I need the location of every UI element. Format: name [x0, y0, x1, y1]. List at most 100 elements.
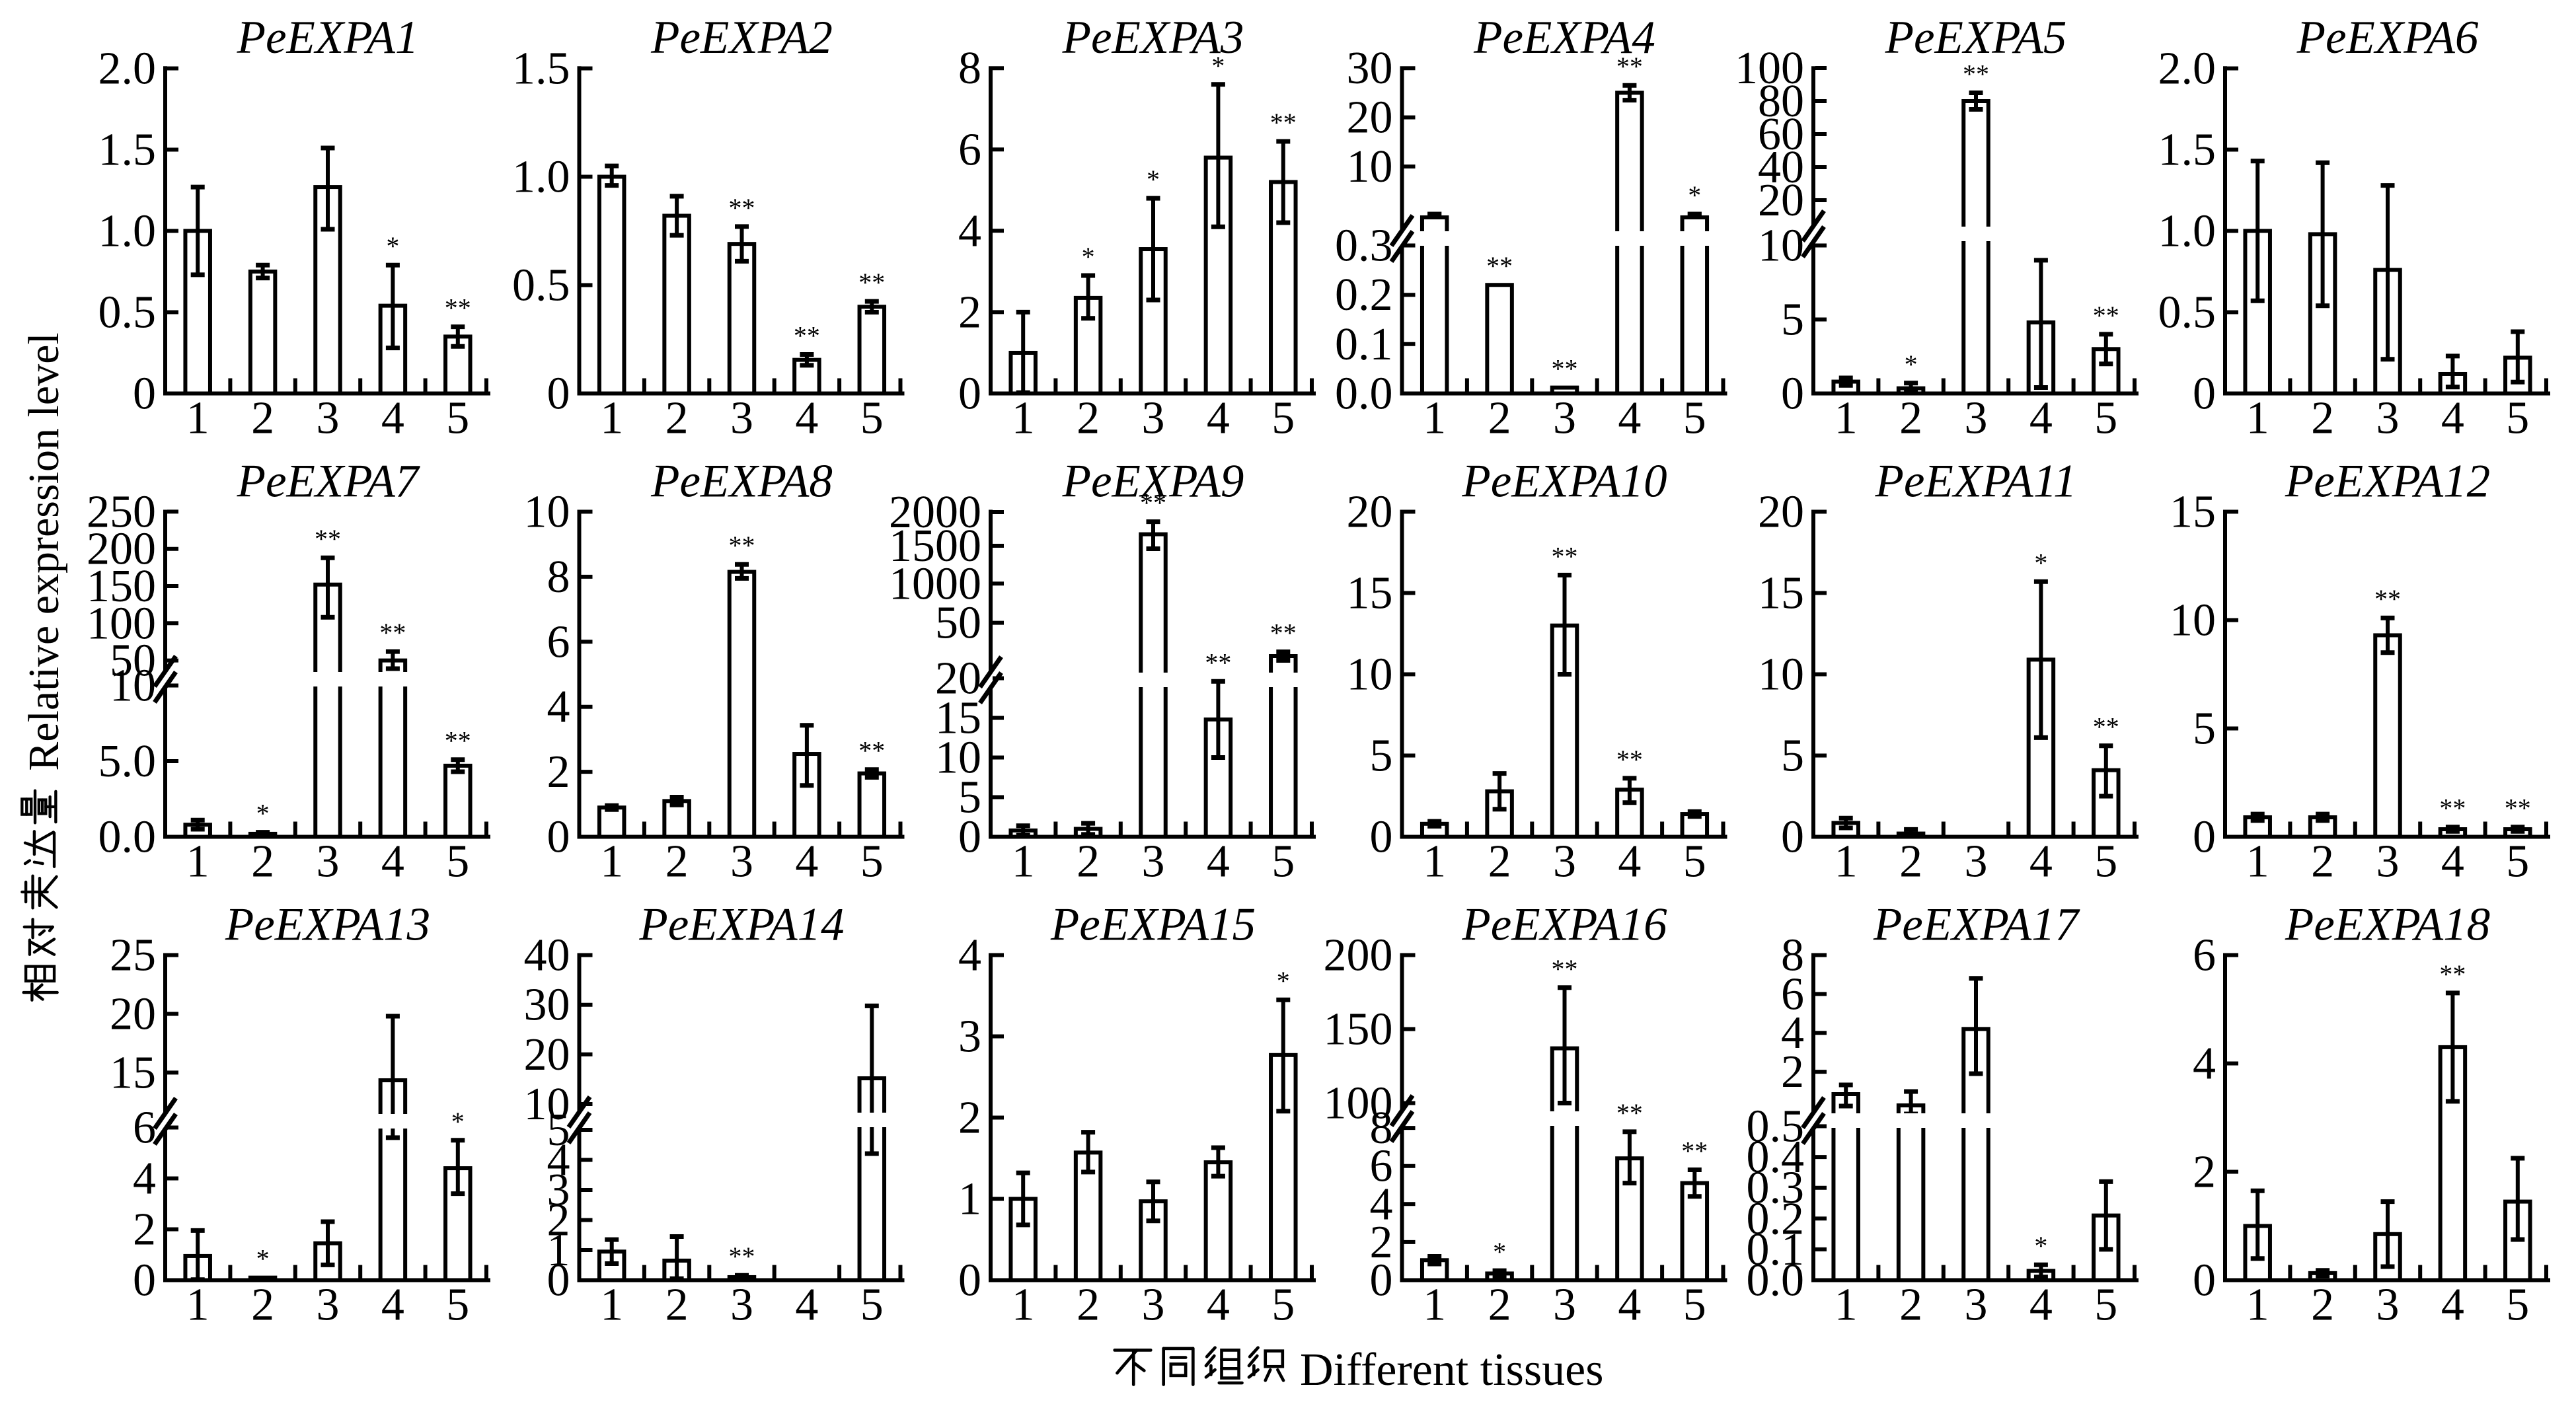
svg-text:3: 3	[317, 836, 340, 887]
svg-text:1.5: 1.5	[2158, 125, 2216, 176]
svg-text:3: 3	[2376, 836, 2400, 887]
svg-text:5: 5	[446, 1280, 469, 1331]
svg-text:2: 2	[2311, 836, 2334, 887]
svg-text:1: 1	[547, 1225, 570, 1276]
svg-text:20: 20	[1347, 487, 1393, 538]
svg-text:3: 3	[730, 1280, 753, 1331]
svg-text:1: 1	[1423, 1280, 1446, 1331]
svg-text:30: 30	[1347, 43, 1393, 94]
svg-text:0: 0	[958, 1255, 981, 1306]
svg-text:4: 4	[2441, 393, 2464, 444]
svg-text:0: 0	[2193, 812, 2216, 863]
svg-text:**: **	[729, 531, 755, 560]
svg-text:2: 2	[1488, 393, 1511, 444]
svg-text:20: 20	[1347, 93, 1393, 143]
svg-text:4: 4	[1207, 836, 1230, 887]
svg-text:**: **	[1205, 648, 1231, 677]
svg-text:5: 5	[1683, 1280, 1706, 1331]
svg-text:PeEXPA3: PeEXPA3	[1062, 12, 1244, 63]
svg-text:PeEXPA10: PeEXPA10	[1461, 456, 1667, 507]
svg-text:4: 4	[1207, 393, 1230, 444]
svg-text:*: *	[2034, 1231, 2047, 1261]
svg-text:PeEXPA15: PeEXPA15	[1050, 899, 1256, 951]
svg-text:5: 5	[1271, 1280, 1295, 1331]
svg-text:0.3: 0.3	[1335, 221, 1393, 272]
svg-text:0.1: 0.1	[1335, 319, 1393, 370]
svg-text:0: 0	[133, 1255, 156, 1306]
svg-text:5: 5	[860, 1280, 884, 1331]
svg-text:5: 5	[1683, 393, 1706, 444]
svg-text:**: **	[1552, 541, 1578, 571]
svg-text:1: 1	[1423, 393, 1446, 444]
svg-text:10: 10	[2170, 595, 2216, 646]
svg-text:**: **	[2093, 301, 2119, 330]
svg-text:1: 1	[1012, 393, 1035, 444]
svg-text:**: **	[2374, 584, 2401, 614]
svg-text:1: 1	[958, 1174, 981, 1225]
svg-text:*: *	[451, 1107, 465, 1136]
svg-text:15: 15	[2170, 487, 2216, 538]
svg-text:PeEXPA9: PeEXPA9	[1062, 456, 1244, 507]
svg-text:1: 1	[2246, 836, 2269, 887]
svg-text:10: 10	[1758, 221, 1804, 272]
svg-text:0.5: 0.5	[98, 287, 157, 338]
svg-text:8: 8	[1781, 930, 1804, 981]
svg-text:3: 3	[730, 393, 753, 444]
svg-text:**: **	[1616, 1098, 1643, 1128]
svg-text:2: 2	[1077, 1280, 1100, 1331]
svg-text:2: 2	[958, 1093, 981, 1144]
svg-text:1: 1	[600, 836, 623, 887]
svg-text:**: **	[445, 726, 471, 756]
svg-text:2: 2	[665, 836, 689, 887]
svg-text:5: 5	[2506, 393, 2529, 444]
svg-text:*: *	[1211, 51, 1225, 81]
svg-text:0: 0	[1781, 812, 1804, 863]
svg-text:**: **	[2439, 959, 2466, 989]
svg-text:PeEXPA11: PeEXPA11	[1875, 456, 2077, 507]
svg-text:50: 50	[935, 598, 981, 649]
svg-text:0: 0	[958, 812, 981, 863]
svg-text:5: 5	[1370, 731, 1393, 782]
svg-text:**: **	[858, 736, 885, 766]
svg-text:2: 2	[133, 1204, 156, 1255]
svg-text:1: 1	[1012, 1280, 1035, 1331]
svg-text:5: 5	[2094, 1280, 2117, 1331]
svg-text:3: 3	[1965, 393, 1988, 444]
svg-text:2: 2	[958, 287, 981, 338]
svg-text:8: 8	[958, 43, 981, 94]
svg-text:10: 10	[1347, 141, 1393, 192]
svg-text:PeEXPA7: PeEXPA7	[237, 456, 420, 507]
svg-text:1: 1	[186, 836, 209, 887]
svg-text:4: 4	[1618, 836, 1641, 887]
svg-text:**: **	[379, 618, 406, 648]
svg-text:200: 200	[1324, 930, 1393, 981]
svg-text:**: **	[1616, 745, 1643, 774]
svg-text:0.3: 0.3	[1747, 1163, 1805, 1214]
svg-text:1: 1	[186, 393, 209, 444]
svg-text:3: 3	[1142, 836, 1165, 887]
svg-text:250: 250	[87, 486, 156, 537]
svg-text:5: 5	[2193, 704, 2216, 755]
svg-text:20: 20	[1758, 175, 1804, 226]
svg-text:0: 0	[958, 369, 981, 420]
svg-text:2: 2	[2193, 1147, 2216, 1198]
svg-text:5: 5	[1683, 836, 1706, 887]
svg-text:150: 150	[87, 561, 156, 612]
svg-text:2: 2	[1488, 836, 1511, 887]
svg-text:3: 3	[730, 836, 753, 887]
svg-text:5.0: 5.0	[98, 736, 157, 787]
svg-text:1500: 1500	[889, 521, 981, 572]
svg-text:30: 30	[524, 980, 570, 1031]
svg-text:4: 4	[133, 1154, 156, 1204]
svg-text:4: 4	[795, 1280, 818, 1331]
svg-text:0.0: 0.0	[98, 812, 157, 863]
svg-text:0.5: 0.5	[1747, 1101, 1805, 1152]
svg-text:*: *	[1147, 165, 1160, 194]
svg-text:**: **	[1552, 354, 1578, 384]
svg-text:5: 5	[1271, 393, 1295, 444]
svg-text:10: 10	[935, 733, 981, 784]
svg-text:**: **	[858, 268, 885, 297]
svg-text:2: 2	[547, 747, 570, 797]
svg-text:4: 4	[958, 205, 981, 256]
svg-text:1000: 1000	[889, 558, 981, 609]
